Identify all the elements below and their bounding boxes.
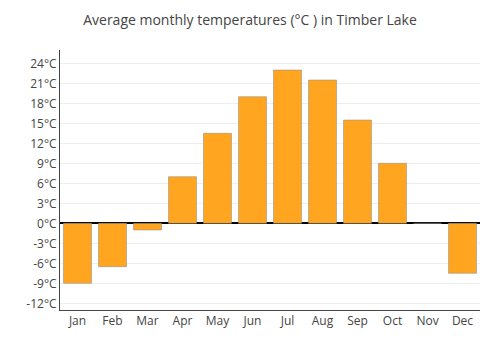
svg-text:Dec: Dec <box>452 312 473 329</box>
svg-text:Nov: Nov <box>416 312 438 329</box>
svg-text:-9°C: -9°C <box>33 275 57 292</box>
svg-text:Sep: Sep <box>347 312 368 329</box>
svg-text:Feb: Feb <box>102 312 122 329</box>
svg-text:Jun: Jun <box>243 312 262 329</box>
svg-text:18°C: 18°C <box>30 95 57 112</box>
svg-text:9°C: 9°C <box>37 155 57 172</box>
svg-text:12°C: 12°C <box>30 135 57 152</box>
svg-text:0°C: 0°C <box>37 215 57 232</box>
svg-text:Jan: Jan <box>68 312 86 329</box>
svg-text:3°C: 3°C <box>37 195 57 212</box>
svg-text:Mar: Mar <box>136 312 158 329</box>
svg-text:Jul: Jul <box>280 312 295 329</box>
svg-text:Average monthly temperatures (: Average monthly temperatures (°C ) in Ti… <box>83 10 417 29</box>
svg-text:-12°C: -12°C <box>26 295 57 312</box>
svg-text:Aug: Aug <box>312 312 334 329</box>
svg-text:-6°C: -6°C <box>33 255 57 272</box>
svg-text:Oct: Oct <box>383 312 402 329</box>
svg-text:21°C: 21°C <box>30 75 57 92</box>
svg-text:-3°C: -3°C <box>33 235 57 252</box>
svg-text:15°C: 15°C <box>30 115 57 132</box>
svg-text:May: May <box>206 312 230 329</box>
svg-text:6°C: 6°C <box>37 175 57 192</box>
svg-text:Apr: Apr <box>173 312 193 329</box>
svg-text:24°C: 24°C <box>30 55 57 72</box>
